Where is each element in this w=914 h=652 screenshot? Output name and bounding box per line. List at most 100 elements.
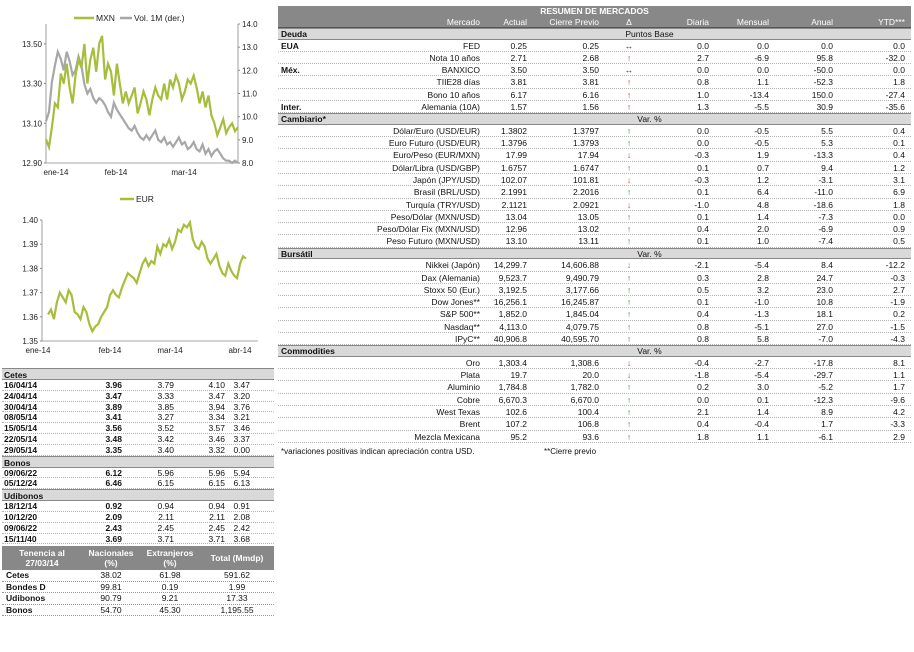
previous-close: 13.05 [577,211,599,222]
market-name: Peso/Dólar Fix (MXN/USD) [377,224,480,235]
udibonos-row: 18/12/14 0.92 0.94 0.94 0.91 [2,501,274,512]
daily-change: 0.8 [697,334,709,345]
y-left-tick-label: 13.30 [22,80,43,89]
direction-arrow-icon: ↑ [626,321,632,332]
market-row: Turquía (TRY/USD) 2.1121 2.0921 ↓ -1.0 4.8 -18… [278,199,911,211]
udibonos-section-title: Udibonos [2,489,274,502]
daily-change: 0.5 [697,284,709,295]
tenencia-cell: 1.99 [228,581,246,592]
market-group [278,296,336,307]
section-name: Bursátil [281,248,313,259]
market-row: Peso/Dólar Fix (MXN/USD) 12.96 13.02 ↑ 0.4 2.… [278,223,911,236]
actual-value: 107.2 [505,419,527,430]
udibonos-cell: 0.94 [157,501,174,512]
market-group [278,137,336,148]
market-row: Dax (Alemania) 9,523.7 9,490.79 ↑ 0.3 2.8 24.7… [278,272,911,284]
cetes-cell: 3.47 [233,380,250,390]
daily-change: 1.3 [697,101,709,112]
market-group [278,149,336,160]
y-right-tick-label: 11.0 [242,90,258,99]
cetes-row: 15/05/14 3.56 3.52 3.57 3.46 [2,423,274,434]
annual-change: -6.9 [818,224,833,235]
cetes-cell: 3.41 [105,412,122,423]
market-row: Brasil (BRL/USD) 2.1991 2.2016 ↑ 0.1 6.4 -11.0… [278,186,911,199]
bonos-cell: 6.13 [233,478,250,489]
actual-value: 14,299.7 [493,260,527,271]
daily-change: -1.8 [694,370,709,381]
direction-arrow-icon: ↓ [626,199,632,210]
annual-change: -17.8 [813,357,833,368]
cetes-cell: 15/05/14 [4,423,38,434]
market-group [278,76,336,87]
actual-value: 16,256.1 [493,297,527,308]
actual-value: 13.10 [505,236,527,247]
monthly-change: 0.0 [757,40,769,51]
annual-change: 0.0 [821,40,833,51]
annual-change: 95.8 [816,52,833,63]
actual-value: 1.3802 [501,125,527,136]
market-row: Cobre 6,670.3 6,670.0 ↑ 0.0 0.1 -12.3 -9.6 [278,394,911,407]
market-name: Dólar/Euro (USD/EUR) [393,125,480,136]
cetes-cell: 3.47 [208,390,225,401]
previous-close: 1.3797 [573,125,599,136]
cetes-row: 16/04/14 3.96 3.79 4.10 3.47 [2,380,274,391]
direction-arrow-icon: ↑ [626,224,632,235]
market-name: Peso Futuro (MXN/USD) [386,236,480,247]
market-group [278,406,336,417]
tenencia-cell: Bonos [6,604,33,615]
section-caption: Puntos Base [625,29,674,39]
mxn-vol-chart: 13.50 13.30 13.10 12.90 14.0 13.0 12.0 11.0 10.0… [22,13,258,177]
actual-value: 2.71 [510,52,527,63]
market-group [278,259,336,270]
previous-close: 106.8 [577,419,599,430]
legend-vol-label: Vol. 1M (der.) [134,13,185,23]
market-name: Brent [459,419,480,430]
annual-change: -50.0 [813,65,833,76]
ytd-change: 1.8 [893,199,905,210]
actual-value: 13.04 [505,211,527,222]
market-row: Nota 10 años 2.71 2.68 ↑ 2.7 -6.9 95.8 -32.0 [278,52,911,65]
y-tick-label: 1.37 [22,289,38,298]
tenencia-cell: 45.30 [159,604,181,615]
daily-change: -0.3 [694,174,709,185]
summary-header: Mercado Actual Cierre Previo Δ Diaria Mensual… [278,17,911,28]
legend-mxn-label: MXN [96,13,115,23]
monthly-change: -6.9 [754,52,769,63]
previous-close: 17.94 [577,150,599,161]
tenencia-header-cell: Extranjeros (%) [146,548,194,569]
udibonos-cell: 2.42 [233,522,250,533]
monthly-change: -5.5 [754,101,769,112]
market-name: S&P 500** [439,309,480,320]
header-cell: Mercado [446,17,480,27]
ytd-change: -12.2 [885,260,905,271]
annual-change: 9.4 [821,162,833,173]
footnote-1: *variaciones positivas indican apreciaci… [281,446,475,456]
cetes-cell: 3.79 [157,380,174,390]
udibonos-cell: 3.69 [105,533,122,544]
annual-change: 10.8 [816,297,833,308]
daily-change: 2.7 [697,52,709,63]
ytd-change: 1.8 [893,77,905,88]
y-right-tick-label: 12.0 [242,66,258,75]
previous-close: 40,595.70 [561,334,599,345]
cetes-cell: 3.42 [157,433,174,444]
market-row: Peso/Dólar (MXN/USD) 13.04 13.05 ↑ 0.1 1.4 -7.… [278,211,911,224]
section-name: Commodities [281,346,335,357]
y-right-tick-label: 9.0 [242,136,254,145]
market-name: Oro [465,357,480,368]
daily-change: -1.0 [694,199,709,210]
monthly-change: 1.0 [757,236,769,247]
actual-value: 9,523.7 [498,272,527,283]
ytd-change: 0.0 [893,211,905,222]
y-tick-label: 1.40 [22,216,38,225]
market-group [278,321,336,332]
udibonos-cell: 3.68 [233,533,250,544]
market-row: West Texas 102.6 100.4 ↑ 2.1 1.4 8.9 4.2 [278,406,911,419]
tenencia-cell: 99.81 [100,581,122,592]
annual-change: 1.7 [821,419,833,430]
bonos-row: 09/06/22 6.12 5.96 5.96 5.94 [2,468,274,479]
annual-change: -52.3 [813,77,833,88]
cetes-cell: 30/04/14 [4,401,38,412]
header-cell: Mensual [736,17,769,27]
cetes-row: 30/04/14 3.89 3.85 3.94 3.76 [2,402,274,413]
